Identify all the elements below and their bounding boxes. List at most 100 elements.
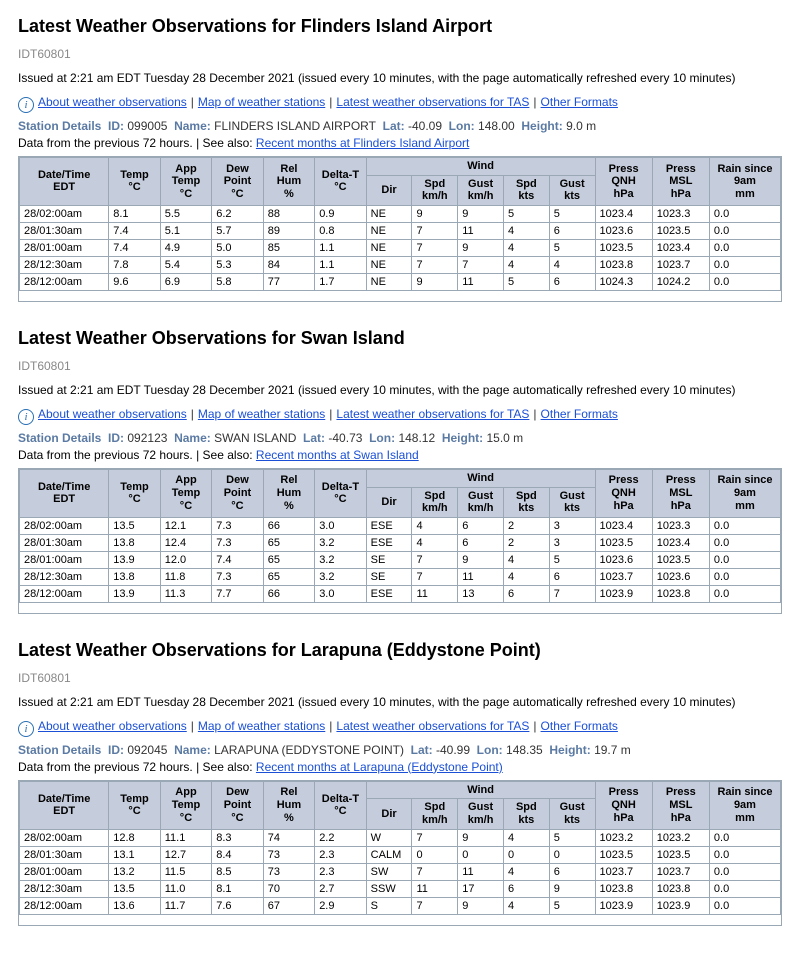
separator: | xyxy=(191,719,194,733)
table-row: 28/01:30am13.812.47.3653.2ESE46231023.51… xyxy=(20,534,781,551)
cell: 13 xyxy=(458,585,504,602)
cell: CALM xyxy=(366,846,412,863)
cell: 1023.8 xyxy=(652,880,709,897)
latest-link[interactable]: Latest weather observations for TAS xyxy=(336,407,529,421)
lon-value: 148.35 xyxy=(506,743,543,757)
product-id: IDT60801 xyxy=(18,671,782,685)
other-link[interactable]: Other Formats xyxy=(541,719,618,733)
cell: 5.4 xyxy=(160,256,211,273)
col-header: PressMSLhPa xyxy=(652,469,709,517)
cell: 1023.2 xyxy=(595,829,652,846)
cell: 5 xyxy=(549,897,595,914)
height-value: 19.7 m xyxy=(594,743,631,757)
cell: 1023.5 xyxy=(595,239,652,256)
cell: 73 xyxy=(263,846,314,863)
obs-table: Date/TimeEDTTemp°CAppTemp°CDewPoint°CRel… xyxy=(19,157,781,291)
map-link[interactable]: Map of weather stations xyxy=(198,95,325,109)
cell: 4 xyxy=(503,897,549,914)
other-link[interactable]: Other Formats xyxy=(541,95,618,109)
info-icon: i xyxy=(18,409,34,425)
name-label: Name: xyxy=(174,119,211,133)
cell: 0.0 xyxy=(709,534,780,551)
cell: 13.8 xyxy=(109,534,160,551)
col-header: Date/TimeEDT xyxy=(20,469,109,517)
table-wrap: Date/TimeEDTTemp°CAppTemp°CDewPoint°CRel… xyxy=(18,780,782,926)
cell: 6.2 xyxy=(212,205,263,222)
cell: 28/12:30am xyxy=(20,880,109,897)
id-label: ID: xyxy=(108,119,124,133)
cell: 7 xyxy=(412,829,458,846)
about-link[interactable]: About weather observations xyxy=(38,407,187,421)
table-row: 28/01:00am13.211.58.5732.3SW711461023.71… xyxy=(20,863,781,880)
cell: 6 xyxy=(503,585,549,602)
col-header: RelHum% xyxy=(263,469,314,517)
cell: 66 xyxy=(263,585,314,602)
cell: 11 xyxy=(412,880,458,897)
cell: NE xyxy=(366,273,412,290)
table-row: 28/12:30am7.85.45.3841.1NE77441023.81023… xyxy=(20,256,781,273)
cell: 65 xyxy=(263,534,314,551)
cell: 28/01:00am xyxy=(20,863,109,880)
col-header: Temp°C xyxy=(109,469,160,517)
cell: 1023.4 xyxy=(595,205,652,222)
name-label: Name: xyxy=(174,743,211,757)
cell: SE xyxy=(366,568,412,585)
cell: 0.0 xyxy=(709,239,780,256)
latest-link[interactable]: Latest weather observations for TAS xyxy=(336,719,529,733)
height-value: 9.0 m xyxy=(566,119,596,133)
cell: 28/01:00am xyxy=(20,239,109,256)
cell: 4 xyxy=(503,829,549,846)
station-details: Station Details ID: 092045 Name: LARAPUN… xyxy=(18,743,782,757)
latest-link[interactable]: Latest weather observations for TAS xyxy=(336,95,529,109)
cell: 66 xyxy=(263,517,314,534)
cell: 6 xyxy=(549,568,595,585)
cell: 7.6 xyxy=(212,897,263,914)
cell: 1023.7 xyxy=(595,863,652,880)
col-header: Wind xyxy=(366,158,595,176)
map-link[interactable]: Map of weather stations xyxy=(198,719,325,733)
cell: 12.7 xyxy=(160,846,211,863)
col-header: Spdkm/h xyxy=(412,799,458,829)
cell: 11.3 xyxy=(160,585,211,602)
seealso-prefix: Data from the previous 72 hours. | See a… xyxy=(18,760,253,774)
table-row: 28/12:00am9.66.95.8771.7NE911561024.3102… xyxy=(20,273,781,290)
seealso-link[interactable]: Recent months at Swan Island xyxy=(256,448,419,462)
cell: 1023.7 xyxy=(652,863,709,880)
cell: 13.5 xyxy=(109,880,160,897)
col-header: DewPoint°C xyxy=(212,469,263,517)
cell: 2.3 xyxy=(315,846,366,863)
seealso-link[interactable]: Recent months at Flinders Island Airport xyxy=(256,136,469,150)
col-header: PressQNHhPa xyxy=(595,781,652,829)
cell: 12.4 xyxy=(160,534,211,551)
height-value: 15.0 m xyxy=(486,431,523,445)
cell: 6 xyxy=(549,273,595,290)
cell: 65 xyxy=(263,568,314,585)
cell: 77 xyxy=(263,273,314,290)
cell: 9 xyxy=(412,273,458,290)
cell: 0.0 xyxy=(709,273,780,290)
lat-value: -40.99 xyxy=(436,743,470,757)
col-header: Spdkts xyxy=(503,799,549,829)
station-details-label: Station Details xyxy=(18,743,101,757)
cell: 28/12:30am xyxy=(20,568,109,585)
about-link[interactable]: About weather observations xyxy=(38,95,187,109)
cell: 7.4 xyxy=(109,222,160,239)
cell: 7 xyxy=(412,239,458,256)
links-row: i About weather observations | Map of weath… xyxy=(18,719,782,737)
about-link[interactable]: About weather observations xyxy=(38,719,187,733)
cell: 5 xyxy=(503,273,549,290)
cell: 7.8 xyxy=(109,256,160,273)
cell: 28/12:30am xyxy=(20,256,109,273)
cell: 89 xyxy=(263,222,314,239)
seealso-link[interactable]: Recent months at Larapuna (Eddystone Poi… xyxy=(256,760,503,774)
col-header: Spdkts xyxy=(503,487,549,517)
lon-label: Lon: xyxy=(369,431,395,445)
info-icon: i xyxy=(18,721,34,737)
cell: 3 xyxy=(549,534,595,551)
map-link[interactable]: Map of weather stations xyxy=(198,407,325,421)
other-link[interactable]: Other Formats xyxy=(541,407,618,421)
height-label: Height: xyxy=(549,743,590,757)
cell: 7 xyxy=(412,568,458,585)
cell: 7 xyxy=(458,256,504,273)
col-header: Dir xyxy=(366,175,412,205)
